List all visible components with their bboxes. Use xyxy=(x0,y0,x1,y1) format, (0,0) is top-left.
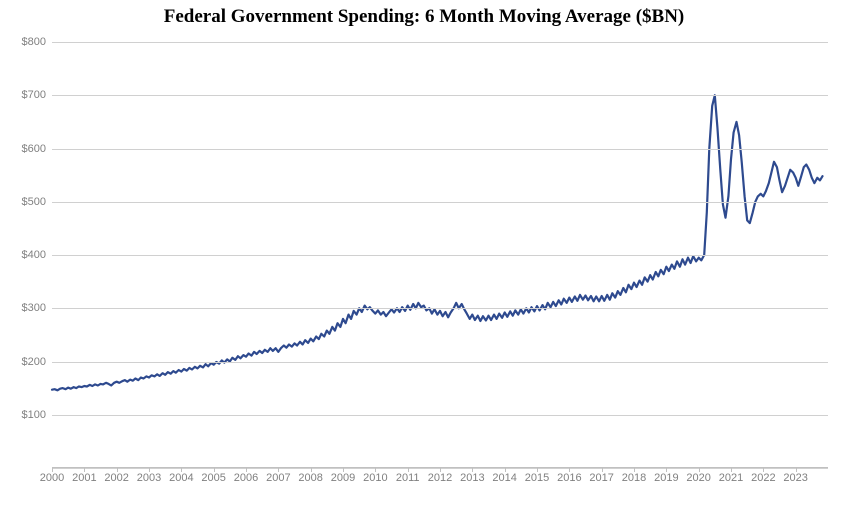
y-gridline xyxy=(52,202,828,203)
x-tick-label: 2020 xyxy=(686,472,710,484)
x-tick-label: 2022 xyxy=(751,472,775,484)
y-tick-label: $400 xyxy=(22,249,46,261)
y-gridline xyxy=(52,42,828,43)
x-tick-label: 2019 xyxy=(654,472,678,484)
y-gridline xyxy=(52,255,828,256)
y-gridline xyxy=(52,362,828,363)
chart-title: Federal Government Spending: 6 Month Mov… xyxy=(0,6,848,28)
x-tick-label: 2001 xyxy=(72,472,96,484)
x-tick-label: 2021 xyxy=(719,472,743,484)
y-gridline xyxy=(52,95,828,96)
y-tick-label: $100 xyxy=(22,409,46,421)
x-tick-label: 2013 xyxy=(460,472,484,484)
y-tick-label: $800 xyxy=(22,36,46,48)
x-tick-label: 2006 xyxy=(234,472,258,484)
x-tick-label: 2008 xyxy=(298,472,322,484)
x-tick-label: 2012 xyxy=(428,472,452,484)
x-tick-label: 2007 xyxy=(266,472,290,484)
plot-area: $100$200$300$400$500$600$700$80020002001… xyxy=(52,42,828,468)
y-gridline xyxy=(52,415,828,416)
y-tick-label: $700 xyxy=(22,89,46,101)
y-gridline xyxy=(52,308,828,309)
x-tick-label: 2000 xyxy=(40,472,64,484)
y-tick-label: $300 xyxy=(22,302,46,314)
x-tick-label: 2017 xyxy=(589,472,613,484)
x-tick-label: 2016 xyxy=(557,472,581,484)
y-tick-label: $600 xyxy=(22,143,46,155)
y-gridline xyxy=(52,149,828,150)
x-tick-label: 2003 xyxy=(137,472,161,484)
x-tick-label: 2015 xyxy=(525,472,549,484)
x-tick-label: 2014 xyxy=(492,472,516,484)
x-tick-label: 2011 xyxy=(396,472,420,484)
x-tick-label: 2023 xyxy=(783,472,807,484)
chart-container: Federal Government Spending: 6 Month Mov… xyxy=(0,0,848,508)
x-tick-label: 2009 xyxy=(331,472,355,484)
x-tick-label: 2018 xyxy=(622,472,646,484)
x-tick-label: 2002 xyxy=(104,472,128,484)
y-tick-label: $500 xyxy=(22,196,46,208)
x-tick-label: 2004 xyxy=(169,472,193,484)
y-tick-label: $200 xyxy=(22,356,46,368)
x-tick-label: 2005 xyxy=(201,472,225,484)
x-tick-label: 2010 xyxy=(363,472,387,484)
